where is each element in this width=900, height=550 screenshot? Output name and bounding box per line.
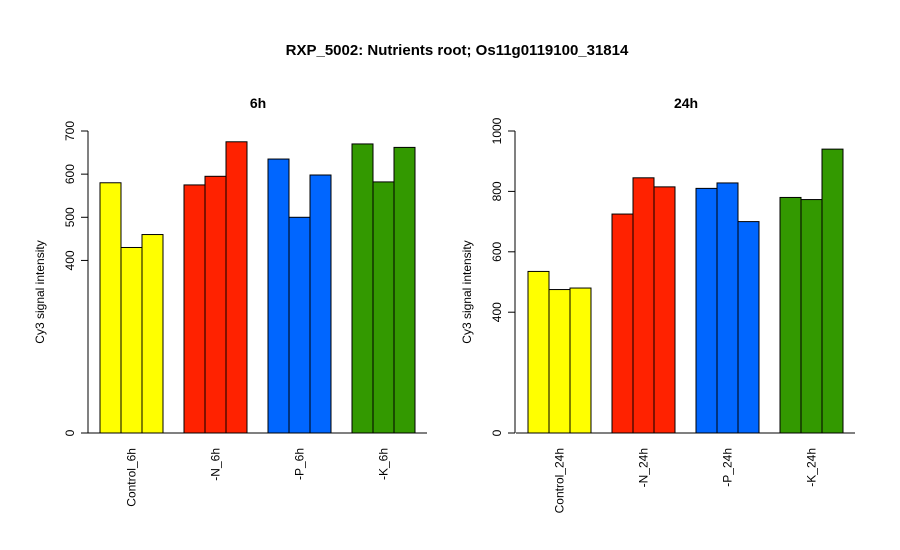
y-tick-label: 700 xyxy=(63,121,77,141)
category-label: -P_6h xyxy=(293,448,307,480)
bar xyxy=(569,287,592,434)
bar xyxy=(632,177,655,434)
bar xyxy=(653,186,676,434)
bar xyxy=(737,221,760,434)
bar xyxy=(548,289,571,434)
bar xyxy=(821,148,844,434)
bar xyxy=(141,234,164,434)
y-axis-label: Cy3 signal intensity xyxy=(460,240,474,343)
bar xyxy=(800,199,823,434)
bar xyxy=(527,270,550,434)
bar xyxy=(204,175,227,434)
chart-panel-24h: 24h 0 400 600 800 1000 Cy3 signal intensity Co… xyxy=(460,95,855,513)
y-tick-label: 0 xyxy=(490,429,504,436)
category-label: -P_24h xyxy=(721,448,735,487)
bar xyxy=(393,146,416,434)
category-label: -N_24h xyxy=(637,448,651,487)
bar xyxy=(716,182,739,434)
y-tick-label: 1000 xyxy=(490,117,504,144)
bar xyxy=(183,184,206,434)
panel-title: 24h xyxy=(674,95,698,111)
bar xyxy=(267,158,290,434)
y-tick-label: 400 xyxy=(490,302,504,322)
y-tick-label: 800 xyxy=(490,181,504,201)
panel-title: 6h xyxy=(250,95,266,111)
y-tick-label: 600 xyxy=(63,164,77,184)
bar xyxy=(309,174,332,434)
category-label: -N_6h xyxy=(209,448,223,481)
y-axis-label: Cy3 signal intensity xyxy=(33,240,47,343)
main-title: RXP_5002: Nutrients root; Os11g0119100_3… xyxy=(286,42,629,59)
bar xyxy=(611,213,634,434)
bar xyxy=(288,216,311,434)
category-label: -K_24h xyxy=(805,448,819,487)
bar xyxy=(120,246,143,434)
bar xyxy=(225,141,248,434)
y-tick-label: 0 xyxy=(63,429,77,436)
category-label: Control_6h xyxy=(125,448,139,507)
category-label: Control_24h xyxy=(553,448,567,513)
bar xyxy=(351,143,374,434)
bar xyxy=(779,196,802,434)
bar xyxy=(99,182,122,434)
y-tick-label: 400 xyxy=(63,250,77,270)
bar xyxy=(695,187,718,434)
chart-panel-6h: 6h 0 400 500 600 700 Cy3 signal intensity Cont… xyxy=(33,95,427,507)
bar xyxy=(372,181,395,434)
y-tick-label: 600 xyxy=(490,241,504,261)
y-tick-label: 500 xyxy=(63,207,77,227)
category-label: -K_6h xyxy=(377,448,391,480)
